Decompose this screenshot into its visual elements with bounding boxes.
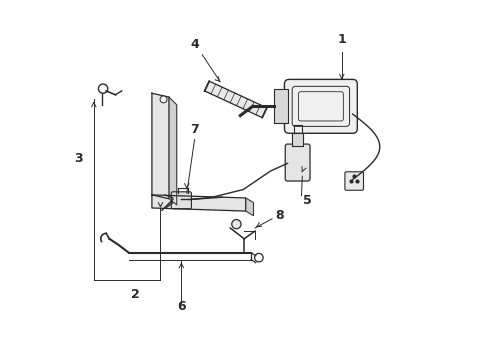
Text: 1: 1: [338, 33, 346, 46]
Text: 2: 2: [130, 288, 139, 301]
Circle shape: [160, 96, 167, 103]
Polygon shape: [245, 198, 253, 216]
Text: 4: 4: [190, 38, 199, 51]
FancyBboxPatch shape: [172, 192, 192, 209]
Text: 6: 6: [177, 300, 186, 313]
FancyBboxPatch shape: [345, 172, 364, 190]
Polygon shape: [169, 97, 177, 205]
Text: 7: 7: [190, 123, 199, 136]
Text: 8: 8: [275, 209, 284, 222]
Polygon shape: [292, 132, 303, 147]
Polygon shape: [152, 195, 245, 211]
FancyBboxPatch shape: [285, 80, 357, 133]
Polygon shape: [205, 81, 267, 118]
Circle shape: [232, 220, 241, 229]
FancyBboxPatch shape: [285, 144, 310, 181]
Text: 5: 5: [303, 194, 312, 207]
Polygon shape: [152, 93, 169, 199]
Bar: [273, 89, 288, 123]
Text: 3: 3: [74, 152, 83, 165]
